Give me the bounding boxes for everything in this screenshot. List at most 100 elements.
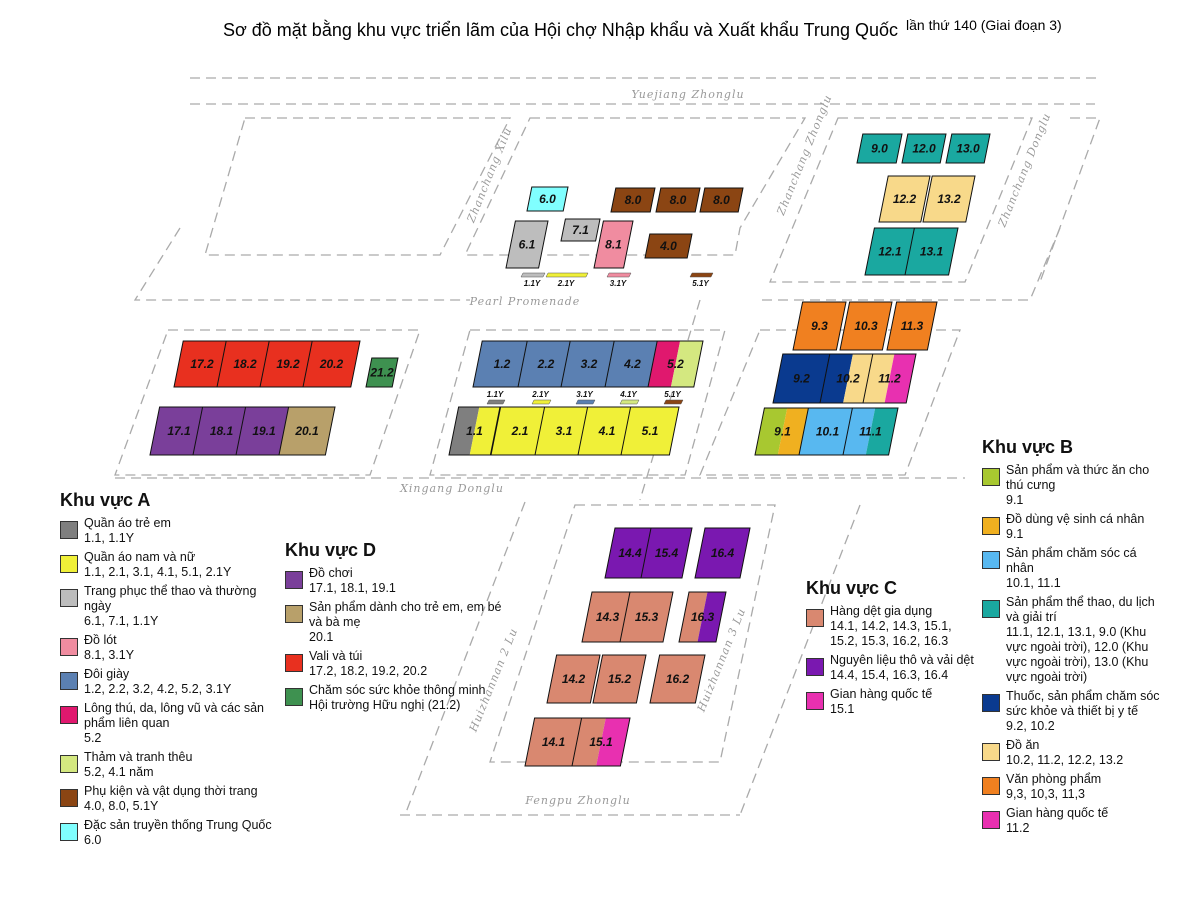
hall-area: [641, 528, 692, 578]
hall-label: 16.3: [691, 610, 715, 624]
legend-text: Thuốc, sản phẩm chăm sóc sức khỏe và thi…: [1006, 689, 1166, 734]
title: Sơ đồ mặt bằng khu vực triển lãm của Hội…: [223, 19, 898, 40]
hall-label: 4.0: [659, 239, 677, 253]
legend-text: Đồ dùng vệ sinh cá nhân 9.1: [1006, 512, 1166, 542]
legend-swatch: [60, 706, 78, 724]
hall-label: 11.1: [859, 425, 882, 439]
legend-label: Đồ ăn: [1006, 738, 1040, 752]
hall-label: 11.3: [901, 319, 924, 333]
legend-item: Đồ lót 8.1, 3.1Y: [60, 633, 284, 663]
hall-area: [303, 341, 360, 387]
hall-label: 8.0: [670, 193, 687, 207]
legend-halls: Hội trường Hữu nghị (21.2): [309, 698, 461, 712]
road-block: [463, 117, 807, 256]
y-hall: [606, 272, 632, 278]
legend-label: Thuốc, sản phẩm chăm sóc sức khỏe và thi…: [1006, 689, 1160, 718]
hall: 14.2: [546, 654, 601, 704]
hall-area: [491, 407, 549, 455]
legend-item: Thảm và tranh thêu 5.2, 4.1 năm: [60, 750, 284, 780]
hall-outline: [365, 357, 399, 388]
legend-halls: 15.1: [830, 702, 855, 716]
hall: 13.2: [922, 175, 976, 223]
hall-outline: [945, 133, 991, 164]
legend-label: Hàng dệt gia dụng: [830, 604, 933, 618]
hall: 11.1: [842, 407, 899, 456]
hall-label: 14.3: [596, 610, 620, 624]
legend-item: Thuốc, sản phẩm chăm sóc sức khỏe và thi…: [982, 689, 1166, 734]
hall-area: [473, 341, 531, 387]
hall-label: 20.1: [294, 424, 319, 438]
hall: 4.0: [644, 233, 693, 259]
legend-halls: 8.1, 3.1Y: [84, 648, 135, 662]
hall-area: [946, 134, 990, 163]
hall: 14.4: [604, 527, 656, 579]
hall: 3.1: [534, 406, 594, 456]
hall: 16.3: [678, 591, 727, 643]
legend-swatch: [285, 688, 303, 706]
y-hall: [619, 399, 640, 405]
hall-label: 19.2: [276, 357, 300, 371]
legend-text: Sản phẩm thể thao, du lịch và giải trí 11…: [1006, 595, 1166, 685]
hall-area: [650, 655, 705, 703]
hall-label: 13.2: [937, 192, 961, 206]
hall: 20.1: [278, 406, 336, 456]
hall-label: 17.1: [167, 424, 191, 438]
hall-outline: [302, 340, 361, 388]
legend-text: Văn phòng phẩm 9,3, 10,3, 11,3: [1006, 772, 1166, 802]
hall-area: [561, 341, 617, 387]
hall-outline: [792, 301, 847, 351]
legend-text: Đặc sản truyền thống Trung Quốc 6.0: [84, 818, 284, 848]
y-hall: [545, 272, 589, 278]
legend-halls: 9,3, 10,3, 11,3: [1006, 787, 1085, 801]
legend-label: Gian hàng quốc tế: [1006, 806, 1109, 820]
legend-swatch: [982, 777, 1000, 795]
hall-label: 5.1: [642, 424, 659, 438]
hall-label: 3.2: [581, 357, 598, 371]
hall-label: 6.1: [519, 238, 536, 252]
legend-halls: 14.1, 14.2, 14.3, 15.1, 15.2, 15.3, 16.2…: [830, 619, 952, 648]
legend-halls: 17.2, 18.2, 19.2, 20.2: [309, 664, 428, 678]
legend-swatch: [982, 600, 1000, 618]
hall-area: [594, 221, 633, 268]
legend-text: Quần áo nam và nữ 1.1, 2.1, 3.1, 4.1, 5.1…: [84, 550, 284, 580]
legend-text: Đồ lót 8.1, 3.1Y: [84, 633, 284, 663]
legend-label: Phụ kiện và vật dụng thời trang: [84, 784, 258, 798]
legend-text: Sản phẩm và thức ăn cho thú cưng 9.1: [1006, 463, 1166, 508]
hall-area: [887, 302, 937, 350]
legend-label: Đồ lót: [84, 633, 117, 647]
hall-label: 12.0: [912, 142, 936, 156]
hall-area: [572, 718, 606, 766]
legend-label: Gian hàng quốc tế: [830, 687, 933, 701]
hall: 17.2: [173, 340, 231, 388]
hall-outline: [649, 654, 706, 704]
legend-label: Thảm và tranh thêu: [84, 750, 193, 764]
legend: Khu vực B Sản phẩm và thức ăn cho thú cưn…: [982, 438, 1166, 840]
hall-outline: [862, 353, 917, 404]
y-hall-label: 2.1Y: [557, 279, 575, 288]
hall: 15.1: [571, 717, 631, 767]
hall-area: [366, 358, 398, 387]
legend-halls: 6.1, 7.1, 1.1Y: [84, 614, 159, 628]
hall-area: [879, 176, 930, 222]
hall-label: 16.2: [666, 672, 690, 686]
road-label: Pearl Promenade: [469, 295, 581, 308]
legend-halls: 20.1: [309, 630, 334, 644]
hall: 16.4: [694, 527, 751, 579]
legend-halls: 5.2, 4.1 năm: [84, 765, 154, 779]
hall: 14.1: [524, 717, 583, 767]
hall-area: [857, 134, 902, 163]
hall: 1.1: [448, 406, 501, 456]
hall: 4.2: [604, 340, 661, 388]
legend-text: Trang phục thể thao và thường ngày 6.1, 7…: [84, 584, 284, 629]
legend-text: Hàng dệt gia dụng 14.1, 14.2, 14.3, 15.1,…: [830, 604, 975, 649]
hall-outline: [571, 717, 631, 767]
hall-label: 6.0: [539, 192, 556, 206]
hall-outline: [878, 175, 931, 223]
hall-area: [697, 592, 726, 642]
hall-area: [843, 408, 876, 455]
legend-title: Khu vực A: [60, 490, 151, 510]
hall-label: 15.3: [635, 610, 659, 624]
legend-text: Đồ chơi 17.1, 18.1, 19.1: [309, 566, 504, 596]
legend-label: Sản phẩm chăm sóc cá nhân: [1006, 546, 1137, 575]
